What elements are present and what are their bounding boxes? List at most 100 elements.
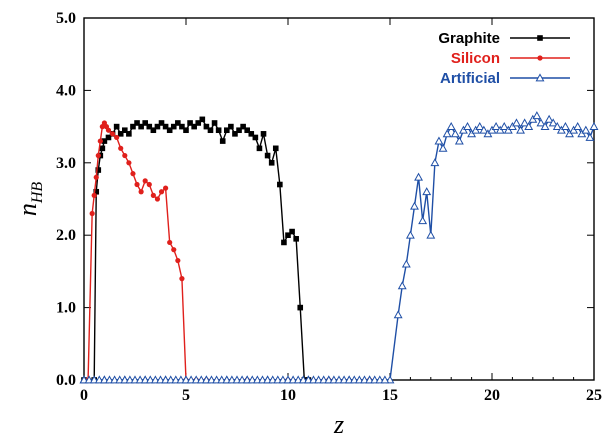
data-point — [196, 375, 206, 384]
data-point — [118, 145, 124, 151]
data-point — [446, 121, 456, 130]
data-point — [581, 125, 591, 134]
data-point — [442, 129, 452, 138]
data-point — [138, 189, 144, 195]
data-point — [166, 127, 173, 134]
data-point — [512, 118, 521, 127]
y-tick-label: 1.0 — [56, 300, 76, 317]
data-point — [272, 145, 279, 152]
data-point — [109, 131, 116, 137]
legend: Graphite Silicon Artificial — [438, 30, 570, 87]
data-point — [212, 375, 222, 384]
data-point — [110, 375, 120, 384]
data-point — [405, 230, 415, 239]
data-point — [191, 123, 197, 130]
legend-marker-artificial — [535, 73, 545, 82]
data-point — [247, 375, 257, 384]
data-point — [146, 181, 152, 188]
data-point — [293, 375, 303, 384]
data-point — [232, 375, 242, 384]
data-point — [126, 160, 132, 166]
x-tick-label: 10 — [280, 387, 296, 404]
data-point — [475, 121, 485, 130]
data-point — [365, 375, 375, 384]
data-point — [93, 174, 99, 180]
data-point — [130, 375, 140, 384]
data-point — [283, 375, 293, 384]
legend-label-silicon: Silicon — [451, 50, 500, 67]
data-point — [324, 375, 334, 384]
data-point — [319, 375, 329, 384]
data-point — [524, 121, 534, 130]
data-point — [516, 125, 526, 134]
data-point — [101, 138, 108, 144]
data-point — [181, 375, 191, 384]
series-layer — [79, 111, 599, 384]
data-point — [552, 121, 562, 130]
data-point — [540, 121, 550, 130]
y-tick-label: 5.0 — [56, 10, 76, 27]
data-point — [418, 216, 428, 225]
data-point — [171, 247, 177, 253]
data-point — [499, 121, 509, 130]
data-point — [89, 375, 99, 384]
data-point — [334, 375, 344, 384]
data-point — [393, 310, 403, 319]
data-point — [252, 134, 259, 141]
data-point — [479, 125, 489, 134]
series-graphite — [81, 116, 312, 383]
data-point — [339, 375, 349, 384]
data-point — [199, 116, 206, 123]
data-point — [285, 232, 291, 238]
data-point — [162, 123, 169, 130]
data-point — [385, 375, 395, 384]
data-point — [329, 375, 339, 384]
data-point — [145, 375, 155, 384]
data-point — [248, 131, 255, 137]
data-point — [309, 375, 318, 384]
data-point — [93, 188, 100, 195]
data-point — [201, 375, 211, 384]
data-point — [99, 145, 106, 152]
x-tick-label: 0 — [80, 387, 88, 404]
data-point — [166, 375, 176, 384]
data-point — [277, 181, 283, 188]
data-point — [314, 375, 324, 384]
data-point — [176, 375, 186, 384]
data-point — [150, 375, 160, 384]
data-point — [520, 118, 530, 127]
data-point — [298, 375, 308, 384]
x-tick-label: 5 — [182, 387, 190, 404]
data-point — [150, 127, 157, 134]
data-point — [175, 120, 181, 126]
data-point — [303, 375, 313, 384]
data-point — [142, 120, 148, 126]
data-point — [84, 375, 94, 384]
data-point — [360, 375, 369, 384]
legend-label-graphite: Graphite — [438, 30, 500, 47]
data-point — [354, 375, 364, 384]
data-point — [589, 121, 599, 130]
data-point — [240, 123, 246, 130]
data-point — [167, 239, 173, 246]
data-point — [263, 375, 273, 384]
data-point — [130, 171, 136, 177]
data-point — [195, 120, 202, 126]
data-point — [179, 276, 185, 282]
y-axis-label-main: n — [13, 203, 42, 216]
data-point — [146, 123, 153, 130]
data-point — [293, 236, 299, 242]
data-point — [171, 375, 181, 384]
data-point — [163, 185, 169, 191]
data-point — [94, 375, 104, 384]
data-point — [532, 111, 542, 120]
data-point — [260, 131, 267, 137]
data-point — [207, 127, 214, 134]
x-tick-label: 20 — [484, 387, 500, 404]
series-silicon — [85, 120, 373, 383]
data-point — [122, 152, 128, 159]
data-point — [410, 201, 419, 210]
data-point — [95, 152, 101, 159]
data-point — [120, 375, 130, 384]
